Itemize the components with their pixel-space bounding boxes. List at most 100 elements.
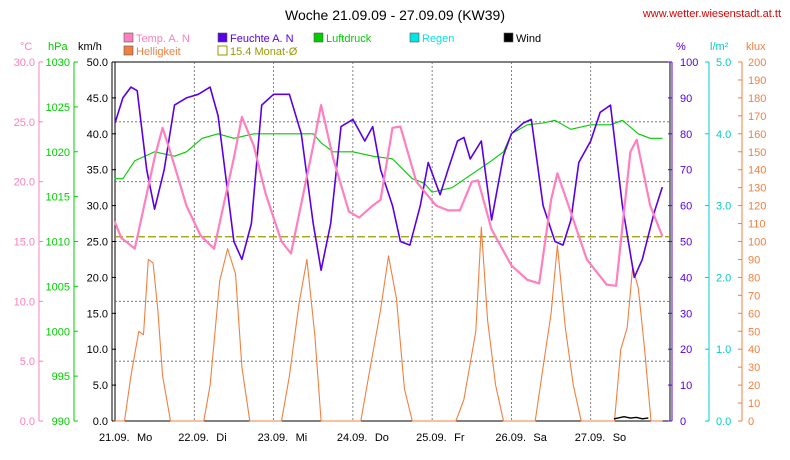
series-line-wind — [613, 416, 649, 420]
y-tick-label: 0 — [748, 416, 754, 428]
y-tick-label: 170 — [748, 111, 766, 123]
legend-label: Luftdruck — [326, 33, 372, 45]
y-tick-label: 1025 — [46, 102, 70, 114]
y-tick-label: 1010 — [46, 237, 70, 249]
x-day-label: Mi — [296, 432, 308, 444]
legend-label: Temp. A. N — [136, 33, 190, 45]
unit-temp: °C — [20, 41, 32, 53]
x-axis: 21.09. Mo 22.09. Di 23.09. Mi 24.09. Do 25.09. Fr… — [99, 432, 626, 444]
y-tick-label: 0.0 — [20, 416, 35, 428]
x-tick-label: 22.09. — [178, 432, 209, 444]
source-url: www.wetter.wiesenstadt.at.tt — [642, 8, 781, 20]
x-day-label: Mo — [137, 432, 152, 444]
y-axis-rain: 0.0 1.0 2.0 3.0 4.0 5.0 — [705, 57, 731, 428]
y-tick-label: 35.0 — [87, 165, 108, 177]
y-tick-label: 40 — [680, 272, 692, 284]
legend-swatch — [217, 45, 228, 56]
legend-label: Wind — [516, 33, 541, 45]
y-tick-label: 120 — [748, 201, 766, 213]
y-tick-label: 50 — [680, 237, 692, 249]
x-tick-label: 26.09. — [495, 432, 526, 444]
y-tick-label: 45.0 — [87, 93, 108, 105]
y-tick-label: 4.0 — [716, 129, 731, 141]
legend-swatch — [217, 32, 228, 43]
legend-label: Regen — [422, 33, 454, 45]
legend-label: 15.4 Monat-Ø — [230, 46, 298, 58]
y-tick-label: 1020 — [46, 147, 70, 159]
x-tick-label: 27.09. — [575, 432, 606, 444]
chart-title: Woche 21.09.09 - 27.09.09 (KW39) — [285, 7, 505, 23]
y-tick-label: 30.0 — [14, 57, 35, 69]
y-tick-label: 20 — [680, 344, 692, 356]
legend-swatch — [409, 32, 420, 43]
legend-item: Regen — [409, 32, 454, 45]
y-tick-label: 30 — [680, 308, 692, 320]
x-tick-label: 21.09. — [99, 432, 130, 444]
series-line-temp — [113, 103, 664, 287]
y-tick-label: 20.0 — [87, 272, 108, 284]
y-tick-label: 60 — [748, 308, 760, 320]
series-line-pressure — [114, 119, 663, 193]
y-tick-label: 40.0 — [87, 129, 108, 141]
y-tick-label: 130 — [748, 183, 766, 195]
y-tick-label: 990 — [52, 416, 70, 428]
y-tick-label: 1015 — [46, 192, 70, 204]
y-tick-label: 0 — [680, 416, 686, 428]
y-tick-label: 160 — [748, 129, 766, 141]
y-axis-humidity: 0 10 20 30 40 50 60 70 80 90 100 — [668, 57, 698, 428]
y-tick-label: 80 — [748, 272, 760, 284]
x-day-label: Sa — [533, 432, 547, 444]
y-tick-label: 50.0 — [87, 57, 108, 69]
y-tick-label: 20 — [748, 380, 760, 392]
series-line-humidity — [114, 86, 663, 279]
y-tick-label: 0.0 — [93, 416, 108, 428]
legend-swatch — [313, 32, 324, 43]
y-tick-label: 15.0 — [87, 308, 108, 320]
y-tick-label: 995 — [52, 371, 70, 383]
y-tick-label: 30 — [748, 362, 760, 374]
x-day-label: So — [613, 432, 626, 444]
y-tick-label: 1000 — [46, 326, 70, 338]
x-tick-label: 25.09. — [416, 432, 447, 444]
y-tick-label: 10.0 — [14, 296, 35, 308]
x-day-label: Do — [375, 432, 389, 444]
unit-pressure: hPa — [48, 41, 68, 53]
y-axis-light: 0 10 20 30 40 50 60 70 80 90 100 110 120 130 140 150 160… — [738, 57, 766, 428]
y-tick-label: 1005 — [46, 281, 70, 293]
legend-label: Helligkeit — [136, 46, 181, 58]
y-axis-wind: 0.0 5.0 10.0 15.0 20.0 25.0 30.0 35.0 40.0 45.0 50… — [87, 57, 116, 428]
x-tick-label: 24.09. — [337, 432, 368, 444]
legend-item: Luftdruck — [313, 32, 372, 45]
legend-swatch — [123, 32, 134, 43]
y-tick-label: 190 — [748, 75, 766, 87]
legend-swatch — [123, 45, 134, 56]
y-tick-label: 2.0 — [716, 272, 731, 284]
y-tick-label: 90 — [680, 93, 692, 105]
x-day-label: Fr — [454, 432, 465, 444]
y-tick-label: 10 — [680, 380, 692, 392]
y-axis-pressure: 990 995 1000 1005 1010 1015 1020 1025 1030 — [46, 57, 78, 428]
chart-legend: Temp. A. N Feuchte A. N Luftdruck Regen Wind… — [123, 32, 541, 58]
y-tick-label: 20.0 — [14, 177, 35, 189]
unit-humidity: % — [676, 41, 686, 53]
y-axes: 0.05.010.015.020.025.030.099099510001005… — [14, 57, 767, 428]
y-tick-label: 200 — [748, 57, 766, 69]
y-tick-label: 10 — [748, 398, 760, 410]
legend-item: Helligkeit — [123, 45, 181, 58]
y-tick-label: 40 — [748, 344, 760, 356]
y-tick-label: 1.0 — [716, 344, 731, 356]
y-tick-label: 5.0 — [93, 380, 108, 392]
series-line-light — [114, 226, 663, 422]
y-tick-label: 3.0 — [716, 201, 731, 213]
y-tick-label: 50 — [748, 326, 760, 338]
y-tick-label: 0.0 — [716, 416, 731, 428]
y-tick-label: 150 — [748, 147, 766, 159]
y-tick-label: 60 — [680, 201, 692, 213]
y-tick-label: 80 — [680, 129, 692, 141]
y-tick-label: 90 — [748, 254, 760, 266]
y-tick-label: 25.0 — [87, 237, 108, 249]
y-tick-label: 10.0 — [87, 344, 108, 356]
y-tick-label: 100 — [748, 237, 766, 249]
legend-swatch — [503, 32, 514, 43]
